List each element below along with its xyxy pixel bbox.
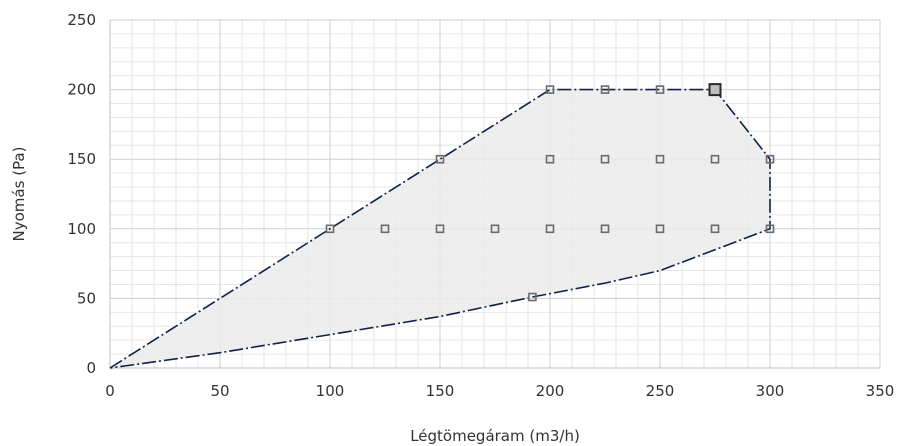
data-point [435,154,445,164]
data-point [380,224,390,234]
data-point [545,224,555,234]
data-point [655,85,665,94]
data-point [655,154,665,164]
data-point [325,224,335,234]
data-point [765,154,775,164]
y-tick-label: 50 [77,289,96,307]
data-point [710,154,720,164]
x-tick-label: 150 [426,382,455,400]
data-point [545,85,555,94]
envelope-area [109,88,771,369]
data-point [600,85,610,94]
operating-envelope [109,88,771,369]
y-tick-labels: 0 50 100 150 200 250 [67,11,96,377]
x-tick-label: 250 [646,382,675,400]
y-tick-label: 150 [67,150,96,168]
data-point [600,224,610,234]
x-axis-label: Légtömegáram (m3/h) [410,427,580,445]
x-tick-labels: 0 50 100 150 200 250 300 350 [105,382,894,400]
x-tick-label: 50 [210,382,229,400]
data-points [325,83,775,302]
x-tick-label: 300 [756,382,785,400]
data-point [435,224,445,234]
data-point [655,224,665,234]
y-tick-label: 0 [86,359,96,377]
x-tick-label: 0 [105,382,115,400]
data-point [710,224,720,234]
data-point [600,154,610,164]
y-tick-label: 250 [67,11,96,29]
highlighted-data-point [708,83,722,97]
data-point [765,224,775,234]
x-tick-label: 200 [536,382,565,400]
data-point [545,154,555,164]
y-axis-label: Nyomás (Pa) [10,147,28,242]
x-tick-label: 100 [316,382,345,400]
y-tick-label: 200 [67,81,96,99]
data-point [528,292,537,302]
x-tick-label: 350 [866,382,895,400]
data-point [490,224,500,234]
y-tick-label: 100 [67,220,96,238]
